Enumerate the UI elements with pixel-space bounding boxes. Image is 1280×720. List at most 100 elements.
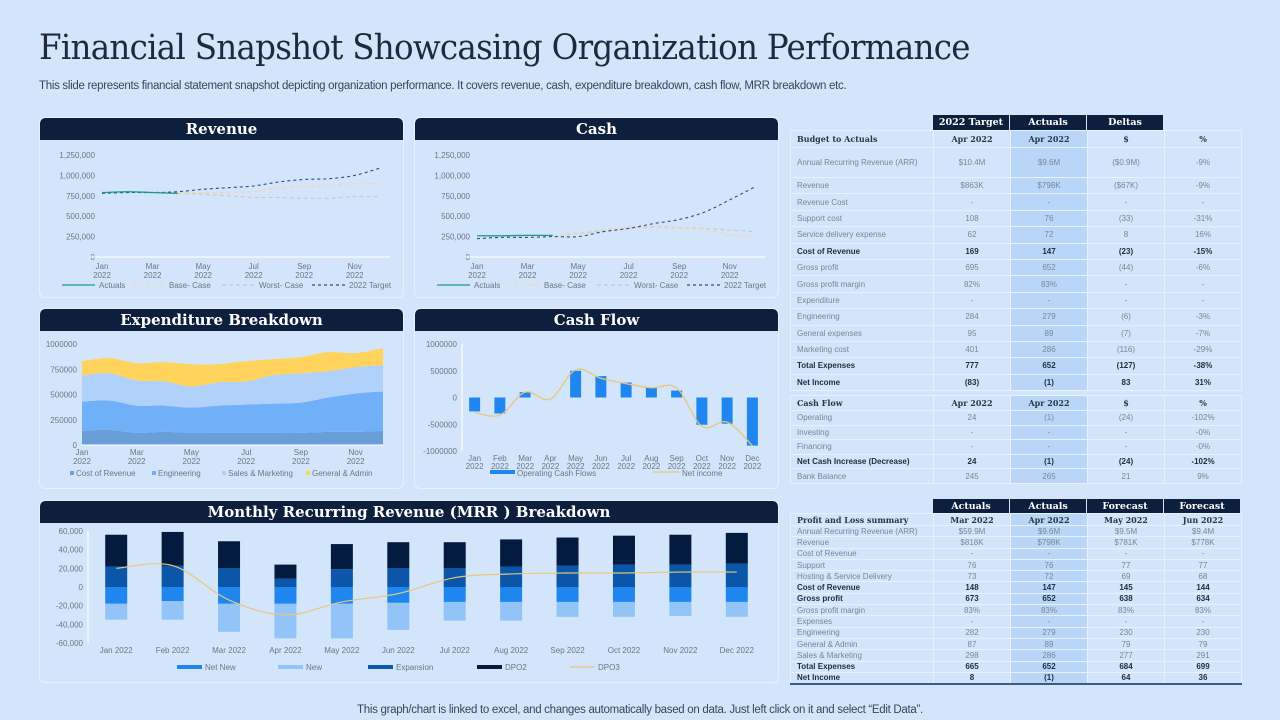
- row-label: Gross profit margin: [790, 604, 934, 617]
- x-tick-label: Jul: [241, 448, 251, 457]
- x-tick-label: Jan 2022: [100, 646, 133, 655]
- x-tick-label: Sep 2022: [550, 646, 585, 655]
- section-label: Profit and Loss summary: [790, 513, 934, 526]
- bar-operating-cash-flow: [696, 397, 708, 425]
- row-value: 245: [933, 468, 1011, 484]
- table-row: Engineering 282 279 230 230: [790, 626, 1242, 639]
- row-label: Support cost: [790, 209, 934, 228]
- bar-new: [387, 602, 410, 630]
- legend-label: 2022 Target: [724, 281, 767, 290]
- cash-panel[interactable]: Cash 0250,000500,000750,0001,000,0001,25…: [414, 117, 779, 298]
- table-row: Net Income (83) (1) 83 31%: [790, 373, 1242, 392]
- bar-expansion: [218, 568, 241, 587]
- mrr-panel[interactable]: Monthly Recurring Revenue (MRR ) Breakdo…: [39, 500, 779, 683]
- expenditure-chart[interactable]: 02500005000007500001000000Jan2022Mar2022…: [40, 331, 404, 489]
- row-value: (1): [1010, 373, 1088, 392]
- section-column-label: Apr 2022: [933, 130, 1011, 148]
- x-tick-label: May: [571, 262, 586, 271]
- row-value: -9%: [1164, 147, 1242, 178]
- revenue-panel-title: Revenue: [40, 118, 403, 140]
- section-column-label: Apr 2022: [933, 395, 1011, 411]
- row-value: 83%: [1087, 604, 1165, 617]
- cashflow-chart[interactable]: -1000000-50000005000001000000Jan2022Feb2…: [415, 331, 779, 489]
- x-tick-label: Sep: [672, 262, 687, 271]
- bar-expansion: [725, 563, 748, 587]
- x-tick-label: Mar: [518, 454, 532, 463]
- row-value: 298: [933, 649, 1011, 662]
- budget-table-header: 2022 Target Actuals Deltas: [933, 115, 1164, 130]
- row-value: 291: [1164, 649, 1242, 662]
- section-column-label: Jun 2022: [1164, 513, 1242, 526]
- row-value: -3%: [1164, 308, 1242, 326]
- revenue-chart[interactable]: 0250,000500,000750,0001,000,0001,250,000…: [40, 140, 404, 298]
- table-row: Revenue $818K $798K $781K $778K: [790, 536, 1242, 549]
- bar-expansion: [387, 568, 410, 587]
- y-tick-label: 500000: [50, 391, 77, 400]
- series-line-dpo3: [116, 563, 737, 616]
- row-label: Net Income: [790, 671, 934, 685]
- legend-label: Cost of Revenue: [76, 469, 136, 478]
- row-value: $778K: [1164, 536, 1242, 549]
- bar-new: [725, 601, 748, 617]
- revenue-panel[interactable]: Revenue 0250,000500,000750,0001,000,0001…: [39, 117, 404, 298]
- row-label: Revenue: [790, 176, 934, 195]
- table-row: Revenue $863K $798K ($67K) -9%: [790, 176, 1242, 195]
- bar-expansion: [556, 565, 579, 587]
- cashflow-panel-title: Cash Flow: [415, 309, 778, 331]
- row-label: Sales & Marketing: [790, 649, 934, 662]
- table-row: Cost of Revenue - - - -: [790, 547, 1242, 560]
- bar-expansion: [274, 578, 297, 587]
- table-row: Financing - - - -0%: [790, 439, 1242, 455]
- row-value: -: [1087, 439, 1165, 455]
- x-tick-label: 2022: [617, 462, 635, 471]
- cash-chart[interactable]: 0250,000500,000750,0001,000,0001,250,000…: [415, 140, 779, 298]
- expenditure-panel[interactable]: Expenditure Breakdown 0 250000 500000 75000…: [39, 308, 404, 489]
- x-tick-label: 2022: [743, 462, 761, 471]
- x-tick-label: Jul 2022: [440, 646, 471, 655]
- row-label: Net Cash Increase (Decrease): [790, 453, 934, 470]
- x-tick-label: 2022: [128, 457, 146, 466]
- row-value: 89: [1010, 324, 1088, 342]
- row-value: 777: [933, 357, 1011, 375]
- y-tick-label: 500,000: [441, 212, 470, 221]
- section-column-label: Apr 2022: [1010, 513, 1088, 526]
- bar-net-new: [330, 587, 353, 604]
- table-section-header: Cash Flow Apr 2022 Apr 2022 $%: [790, 395, 1242, 411]
- table-row: Total Expenses 777 652 (127) -38%: [790, 357, 1242, 375]
- row-value: $10.4M: [933, 147, 1011, 178]
- bar-expansion: [330, 569, 353, 587]
- row-value: -: [1087, 291, 1165, 310]
- row-value: 89: [1010, 637, 1088, 651]
- row-label: Revenue: [790, 536, 934, 549]
- row-value: 21: [1087, 468, 1165, 484]
- x-tick-label: Jul: [249, 262, 259, 271]
- mrr-chart[interactable]: -60,000 -40,000 -20,000 0 20,000 40,000 60,000…: [40, 523, 779, 683]
- row-value: 77: [1164, 558, 1242, 572]
- y-tick-label: 1,000,000: [59, 171, 95, 180]
- row-value: 83%: [1164, 604, 1242, 617]
- row-label: General expenses: [790, 324, 934, 342]
- series-line-worst-case: [552, 226, 756, 238]
- legend-label: Actuals: [99, 281, 125, 290]
- row-value: 279: [1010, 626, 1088, 639]
- bar-expansion: [105, 566, 128, 587]
- row-value: 230: [1087, 626, 1165, 639]
- table-row: Gross profit 673 652 638 634: [790, 592, 1242, 606]
- bar-net-new: [161, 587, 184, 601]
- row-label: Gross profit margin: [790, 275, 934, 293]
- y-tick-label: 750000: [50, 365, 77, 374]
- table-row: Gross profit margin 83% 83% 83% 83%: [790, 604, 1242, 617]
- row-value: -0%: [1164, 439, 1242, 455]
- bar-new: [556, 601, 579, 617]
- y-tick-label: 20,000: [59, 564, 84, 573]
- bar-dpo2: [274, 564, 297, 579]
- row-value: 83: [1087, 373, 1165, 392]
- row-label: Expenses: [790, 615, 934, 628]
- row-label: Bank Balance: [790, 468, 934, 484]
- y-tick-label: 60,000: [59, 527, 84, 536]
- cashflow-panel[interactable]: Cash Flow -1000000 -500000 0 500000 1000000 J…: [414, 308, 779, 489]
- x-tick-label: May: [184, 448, 199, 457]
- row-value: -: [933, 424, 1011, 441]
- row-value: 638: [1087, 592, 1165, 606]
- x-tick-label: 2022: [519, 271, 537, 280]
